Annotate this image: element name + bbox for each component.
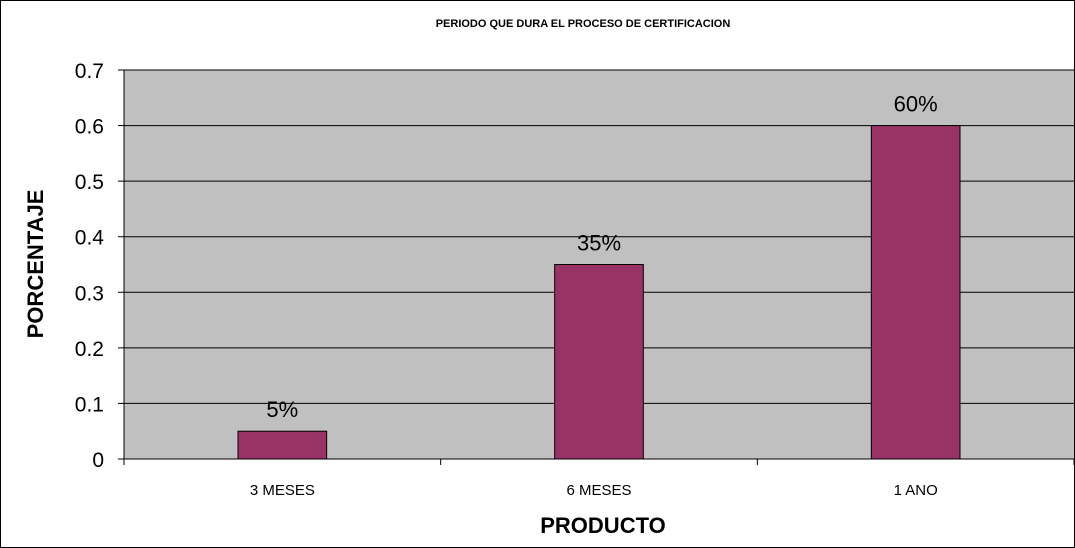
- y-tick-label: 0.2: [75, 338, 104, 361]
- y-tick-label: 0.1: [75, 393, 104, 416]
- plot-area: 0 0.1 0.2 0.3 0.4 0.5 0.6 0.7 5% 3 MESES 35% 6 MESE…: [75, 60, 1074, 499]
- data-label: 35%: [577, 231, 621, 256]
- y-tick-label: 0.7: [75, 60, 104, 83]
- bar: [870, 125, 961, 460]
- x-tick-label: 6 MESES: [566, 482, 631, 499]
- bar: [237, 430, 328, 460]
- chart-title: PERIODO QUE DURA EL PROCESO DE CERTIFICA…: [436, 18, 731, 30]
- data-label: 60%: [894, 92, 938, 117]
- y-tick-label: 0: [92, 449, 104, 472]
- x-axis-title: PRODUCTO: [540, 513, 666, 538]
- x-tick-label: 3 MESES: [250, 482, 315, 499]
- y-axis-title: PORCENTAJE: [23, 190, 48, 339]
- data-label: 5%: [266, 397, 298, 422]
- y-tick-label: 0.3: [75, 282, 104, 305]
- y-tick-label: 0.4: [75, 227, 105, 250]
- bar: [554, 264, 644, 460]
- y-tick-label: 0.6: [75, 116, 104, 139]
- x-tick-label: 1 ANO: [894, 482, 938, 499]
- y-tick-label: 0.5: [75, 171, 104, 194]
